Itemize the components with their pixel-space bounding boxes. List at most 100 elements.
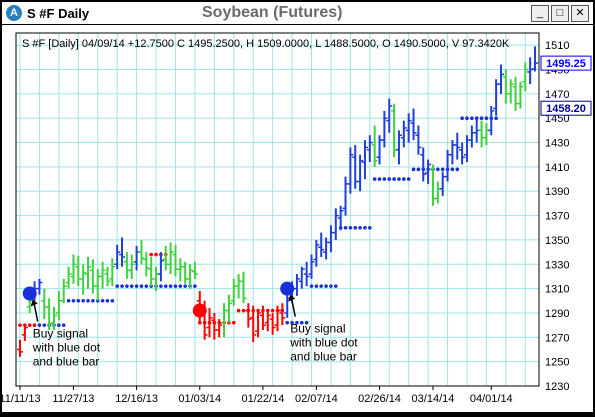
stop-dot (368, 225, 372, 230)
stop-dot (149, 252, 153, 257)
stop-dot (411, 167, 416, 172)
stop-dot (42, 323, 47, 327)
y-tick-label: 1430 (545, 138, 569, 150)
x-tick-label: 12/16/13 (115, 393, 158, 405)
stop-dot (455, 167, 460, 172)
stop-dot (105, 298, 110, 303)
price-chart[interactable]: 1510149014701450143014101390137013501330… (0, 25, 593, 412)
x-tick-label: 11/11/13 (2, 393, 41, 405)
price-label-text: 1458.20 (546, 103, 586, 115)
price-label-text: 1495.25 (546, 58, 586, 70)
stop-dot (91, 298, 95, 303)
minimize-button[interactable]: _ (531, 5, 549, 22)
stop-dot (66, 298, 71, 303)
stop-dot (270, 308, 275, 313)
stop-dot (193, 284, 197, 288)
signal-dot (280, 281, 295, 296)
price-label-box (540, 55, 592, 71)
stop-dot (343, 225, 348, 230)
stop-dot (61, 323, 66, 327)
plot-frame (15, 32, 540, 387)
stop-dot (236, 308, 241, 313)
y-tick-label: 1350 (545, 235, 569, 247)
y-tick-label: 1450 (545, 113, 569, 125)
stop-dot (183, 284, 187, 288)
stop-dot (484, 116, 489, 121)
y-tick-label: 1410 (545, 162, 569, 174)
x-tick-label: 02/26/14 (358, 393, 401, 405)
stop-dot (37, 323, 42, 327)
stop-dot (81, 298, 85, 303)
maximize-button[interactable]: □ (551, 5, 569, 22)
stop-dot (71, 298, 76, 303)
x-tick-label: 02/07/14 (295, 393, 338, 405)
stop-dot (18, 323, 22, 327)
signal-dot (192, 303, 207, 318)
stop-dot (470, 116, 474, 121)
y-tick-label: 1330 (545, 259, 569, 271)
annotation-arrowhead (288, 294, 296, 302)
stop-dot (416, 167, 421, 172)
y-tick-label: 1290 (545, 308, 569, 320)
y-tick-label: 1230 (545, 381, 569, 393)
price-label-box (540, 100, 592, 116)
y-tick-label: 1270 (545, 332, 569, 344)
x-tick-label: 01/22/14 (242, 393, 285, 405)
stop-dot (285, 320, 290, 325)
stop-dot (32, 323, 37, 327)
stop-dot (100, 298, 105, 303)
y-tick-label: 1470 (545, 89, 569, 101)
stop-dot (319, 284, 324, 288)
symbol-name: S #F Daily (27, 6, 90, 21)
stop-dot (115, 284, 119, 288)
stop-dot (334, 284, 338, 288)
y-tick-label: 1310 (545, 284, 569, 296)
stop-dot (494, 116, 498, 121)
window-controls: _ □ ✕ (531, 5, 589, 22)
stop-dot (402, 177, 406, 181)
x-tick-label: 11/27/13 (52, 393, 94, 405)
stop-dot (460, 116, 464, 121)
stop-dot (125, 284, 129, 288)
stop-dot (353, 225, 358, 230)
stop-dot (129, 284, 134, 288)
stop-dot (329, 284, 333, 288)
annotation-text: Buy signal (33, 326, 88, 340)
stop-dot (57, 323, 61, 327)
stop-dot (120, 284, 124, 288)
y-tick-label: 1510 (545, 40, 569, 52)
stop-dot (358, 225, 362, 230)
stop-dot (154, 252, 158, 257)
close-button[interactable]: ✕ (571, 5, 589, 22)
annotation-text: Buy signal (290, 322, 345, 336)
stop-dot (436, 167, 440, 172)
app-icon: A (6, 5, 22, 21)
stop-dot (314, 284, 319, 288)
x-tick-label: 03/14/14 (412, 393, 455, 405)
window-title: Soybean (Futures) (202, 4, 343, 21)
chart-background (2, 25, 593, 412)
stop-dot (392, 177, 396, 181)
stop-dot (110, 298, 115, 303)
price-chart-svg[interactable]: 1510149014701450143014101390137013501330… (0, 25, 593, 412)
title-bar: A S #F Daily Soybean (Futures) _ □ ✕ (2, 2, 593, 24)
annotation-text: and blue bar (290, 350, 357, 364)
annotation-arrowhead (30, 299, 38, 307)
stop-dot (76, 298, 81, 303)
stop-dot (299, 320, 304, 325)
stop-dot (309, 284, 314, 288)
stop-dot (479, 116, 484, 121)
stop-dot (397, 177, 401, 181)
stop-dot (163, 284, 168, 288)
x-tick-label: 01/03/14 (178, 393, 221, 405)
stop-dot (241, 308, 246, 313)
x-tick-label: 04/01/14 (470, 393, 513, 405)
stop-dot (348, 225, 353, 230)
stop-dot (450, 167, 455, 172)
stop-dot (144, 284, 149, 288)
stop-dot (465, 116, 469, 121)
stop-dot (231, 320, 236, 325)
ohlc-info-line: S #F [Daily] 04/09/14 +12.7500 C 1495.25… (22, 38, 510, 50)
signal-dot (22, 286, 37, 301)
